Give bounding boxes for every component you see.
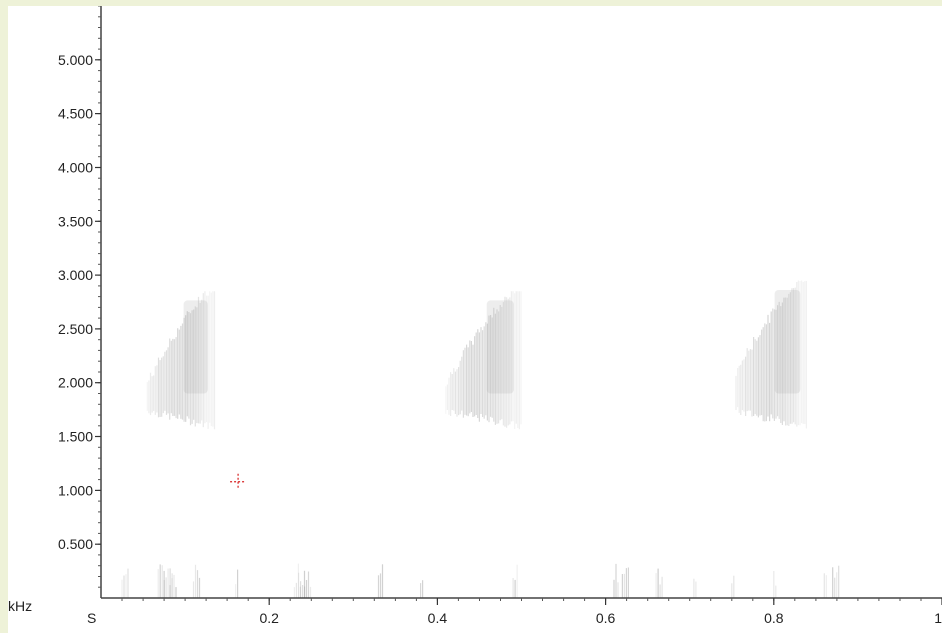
y-tick-label: 0.500 <box>58 536 93 552</box>
x-tick-label: 0.6 <box>596 610 616 626</box>
low-frequency-noise <box>121 563 840 598</box>
y-ticks: 0.500 1.000 1.500 2.000 2.500 3.000 3.500 4.000… <box>58 52 101 552</box>
burst-core <box>774 290 801 394</box>
burst-3 <box>735 280 808 429</box>
y-tick-label: 3.000 <box>58 267 93 283</box>
burst-core <box>183 300 208 394</box>
spectrogram-chart[interactable]: 0.500 1.000 1.500 2.000 2.500 3.000 3.500 4.000… <box>8 6 942 633</box>
burst-2 <box>445 291 522 430</box>
y-unit-label: kHz <box>8 598 32 614</box>
cursor-marker <box>230 473 247 490</box>
y-tick-label: 5.000 <box>58 52 93 68</box>
x-tick-label: 1 <box>934 610 942 626</box>
y-tick-label: 2.000 <box>58 375 93 391</box>
y-tick-label: 2.500 <box>58 321 93 337</box>
x-ticks: 0.2 0.4 0.6 0.8 1 <box>259 598 942 626</box>
crosshair-icon <box>230 473 247 490</box>
energy-bursts <box>146 280 808 430</box>
y-tick-label: 1.000 <box>58 482 93 498</box>
x-tick-label: 0.4 <box>428 610 448 626</box>
burst-core <box>486 300 514 394</box>
y-tick-label: 3.500 <box>58 213 93 229</box>
y-tick-label: 4.500 <box>58 106 93 122</box>
burst-1 <box>146 291 216 430</box>
x-tick-label: 0.2 <box>259 610 279 626</box>
x-tick-label: 0.8 <box>764 610 784 626</box>
y-tick-label: 4.000 <box>58 160 93 176</box>
spectrogram-frame: 0.500 1.000 1.500 2.000 2.500 3.000 3.500 4.000… <box>8 6 942 633</box>
y-tick-label: 1.500 <box>58 429 93 445</box>
x-unit-label: S <box>87 610 96 626</box>
